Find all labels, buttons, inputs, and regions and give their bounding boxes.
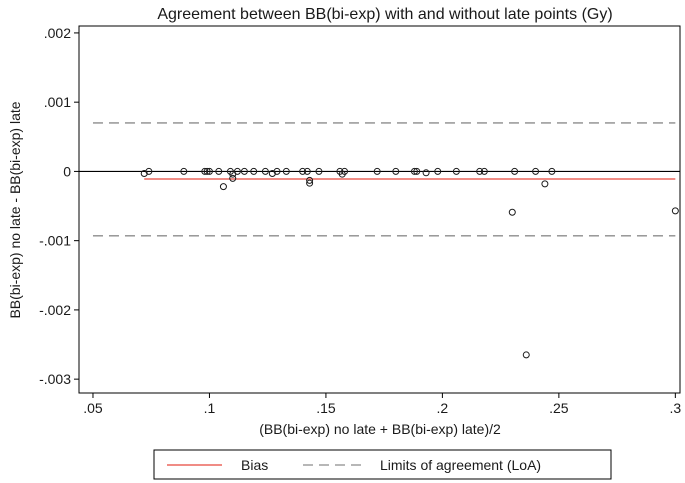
data-point — [413, 167, 421, 175]
data-point — [315, 167, 323, 175]
data-point — [201, 167, 209, 175]
data-point — [480, 167, 488, 175]
data-point — [303, 167, 311, 175]
plot-frame — [78, 25, 681, 394]
data-point — [250, 167, 258, 175]
plot-area — [78, 25, 681, 394]
data-point — [299, 167, 307, 175]
data-point — [282, 167, 290, 175]
data-point — [671, 207, 679, 215]
chart-title: Agreement between BB(bi-exp) with and wi… — [157, 6, 612, 23]
y-tick-label: .001 — [44, 94, 71, 110]
data-point — [434, 167, 442, 175]
x-tick-label: .3 — [669, 400, 681, 416]
data-point — [373, 167, 381, 175]
data-point — [215, 167, 223, 175]
data-point — [541, 180, 549, 188]
data-point — [476, 167, 484, 175]
data-point — [306, 179, 314, 187]
y-tick-label: 0 — [63, 163, 71, 179]
data-point — [240, 167, 248, 175]
scatter-points — [140, 167, 679, 359]
data-point — [229, 174, 237, 182]
x-tick-label: .25 — [549, 400, 569, 416]
x-tick-label: .1 — [204, 400, 216, 416]
y-tick-label: -.002 — [39, 302, 71, 318]
data-point — [145, 167, 153, 175]
y-tick-label: -.003 — [39, 371, 71, 387]
data-point — [219, 183, 227, 191]
data-point — [273, 167, 281, 175]
data-point — [532, 167, 540, 175]
data-point — [261, 167, 269, 175]
legend: Bias Limits of agreement (LoA) — [153, 449, 612, 480]
legend-bias-label: Bias — [241, 457, 268, 473]
data-point — [203, 167, 211, 175]
data-point — [508, 208, 516, 216]
y-tick-label: -.001 — [39, 233, 71, 249]
legend-box — [153, 449, 612, 480]
data-point — [392, 167, 400, 175]
data-point — [180, 167, 188, 175]
legend-loa-label: Limits of agreement (LoA) — [380, 457, 541, 473]
x-axis-label: (BB(bi-exp) no late + BB(bi-exp) late)/2 — [259, 421, 501, 437]
reference-lines — [79, 122, 680, 237]
data-point — [205, 167, 213, 175]
y-axis: .002 .001 0 -.001 -.002 -.003 — [39, 25, 79, 387]
y-axis-label: BB(bi-exp) no late - BB(bi-exp) late — [7, 101, 23, 318]
data-point — [422, 169, 430, 177]
data-point — [522, 351, 530, 359]
data-point — [410, 167, 418, 175]
data-point — [511, 167, 519, 175]
data-point — [452, 167, 460, 175]
data-point — [548, 167, 556, 175]
data-point — [341, 167, 349, 175]
data-point — [306, 176, 314, 184]
x-tick-label: .2 — [437, 400, 449, 416]
x-tick-label: .15 — [316, 400, 336, 416]
x-axis: .05 .1 .15 .2 .25 .3 — [83, 393, 681, 416]
data-point — [233, 167, 241, 175]
x-tick-label: .05 — [83, 400, 103, 416]
y-tick-label: .002 — [44, 25, 71, 41]
